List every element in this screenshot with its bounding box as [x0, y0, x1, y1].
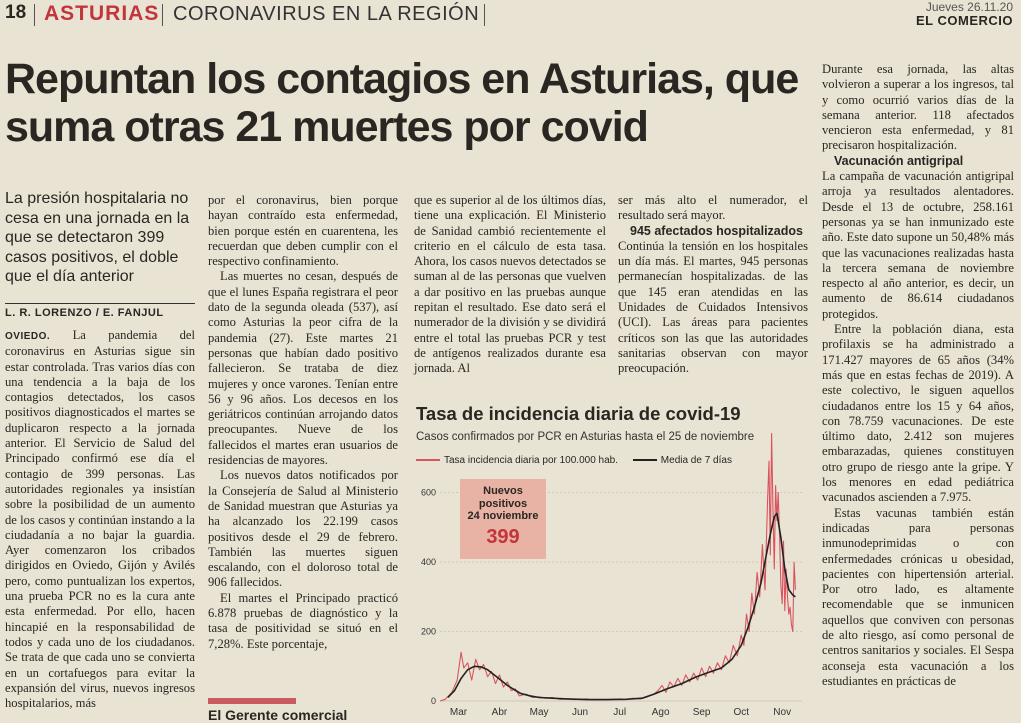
x-tick-label: Jun [572, 707, 588, 718]
x-tick-label: Jul [613, 707, 626, 718]
paragraph: OVIEDO. La pandemia del coronavirus en A… [5, 328, 195, 711]
x-tick-label: May [530, 707, 549, 718]
headline: Repuntan los contagios en Asturias, que … [5, 55, 799, 151]
x-tick-label: Sep [693, 707, 711, 718]
new-positives-callout: Nuevos positivos 24 noviembre 399 [460, 479, 546, 559]
series-line-daily-rate [439, 432, 796, 702]
paragraph: Continúa la tensión en los hospitales un… [618, 238, 808, 376]
page-number: 18 [5, 2, 27, 23]
paragraph-text: La pandemia del coronavirus en Asturias … [5, 328, 196, 711]
x-tick-label: Oct [733, 707, 749, 718]
paragraph: que es superior al de los últimos días, … [414, 193, 606, 376]
callout-label-line: positivos [478, 497, 528, 510]
subsection-label: CORONAVIRUS EN LA REGIÓN [173, 3, 480, 25]
article-column-3: que es superior al de los últimos días, … [414, 193, 606, 377]
paragraph: Durante esa jornada, las altas volvieron… [822, 62, 1014, 153]
article-column-4: ser más alto el numerador, el resultado … [618, 193, 808, 377]
legend-label: Media de 7 días [660, 454, 732, 466]
article-column-1: OVIEDO. La pandemia del coronavirus en A… [5, 328, 195, 711]
paragraph: ser más alto el numerador, el resultado … [618, 193, 808, 223]
callout-label-line: Nuevos [483, 485, 523, 497]
chart-title: Tasa de incidencia diaria de covid-19 [416, 403, 741, 424]
x-tick-label: Mar [450, 707, 468, 718]
y-tick-label: 600 [421, 488, 436, 498]
divider-bar [208, 698, 296, 704]
article-column-2: por el coronavirus, bien porque hayan co… [208, 193, 398, 652]
paragraph: Estas vacunas también están indicadas pa… [822, 505, 1014, 688]
issue-date: Jueves 26.11.20 [925, 0, 1013, 14]
callout-value: 399 [486, 525, 520, 548]
page-header: 18 ASTURIAS CORONAVIRUS EN LA REGIÓN Jue… [0, 0, 1021, 32]
header-divider [484, 4, 485, 26]
subheading: Vacunación antigripal [834, 153, 964, 168]
next-article-heading: El Gerente comercial [208, 707, 348, 723]
chart-plot: 0 200 400 600 Mar Abr May Jun Jul Ago Sep Oct Nov [421, 432, 802, 718]
paragraph: El martes el Principado practicó 6.878 p… [208, 590, 398, 651]
byline: L. R. LORENZO / E. FANJUL [5, 303, 195, 319]
y-tick-label: 400 [421, 557, 436, 567]
y-tick-label: 200 [421, 627, 436, 637]
paragraph: Los nuevos datos notificados por la Cons… [208, 468, 398, 590]
subheading: 945 afectados hospitalizados [630, 223, 803, 238]
paragraph: por el coronavirus, bien porque hayan co… [208, 193, 398, 269]
deck: La presión hospitalaria no cesa en una j… [5, 190, 190, 285]
chart-subtitle: Casos confirmados por PCR en Asturias ha… [416, 431, 755, 443]
legend-label: Tasa incidencia diaria por 100.000 hab. [444, 454, 619, 466]
paragraph: Entre la población diana, esta profilaxi… [822, 322, 1014, 505]
y-tick-label: 0 [431, 696, 436, 706]
header-divider [34, 4, 35, 26]
x-tick-label: Nov [773, 707, 791, 718]
x-tick-label: Abr [492, 707, 508, 718]
paragraph: Las muertes no cesan, después de que el … [208, 269, 398, 468]
newspaper-name: EL COMERCIO [916, 13, 1013, 28]
article-column-5: Durante esa jornada, las altas volvieron… [822, 62, 1014, 689]
header-divider [162, 4, 163, 26]
x-tick-label: Ago [652, 707, 670, 718]
series-line-7day-average [447, 512, 796, 701]
section-label: ASTURIAS [44, 2, 160, 25]
dateline-location: OVIEDO. [5, 331, 51, 342]
callout-label-line: 24 noviembre [467, 510, 539, 522]
chart-legend: Tasa incidencia diaria por 100.000 hab. … [416, 453, 744, 466]
incidence-chart: Tasa de incidencia diaria de covid-19 Ca… [414, 403, 818, 720]
legend-item-rate: Tasa incidencia diaria por 100.000 hab. [416, 455, 618, 466]
legend-swatch [632, 459, 657, 461]
legend-swatch [416, 459, 440, 461]
legend-item-average: Media de 7 días [632, 454, 732, 466]
paragraph: La campaña de vacunación antigripal arro… [822, 169, 1014, 321]
callout-label: Nuevos positivos 24 noviembre [460, 479, 546, 523]
